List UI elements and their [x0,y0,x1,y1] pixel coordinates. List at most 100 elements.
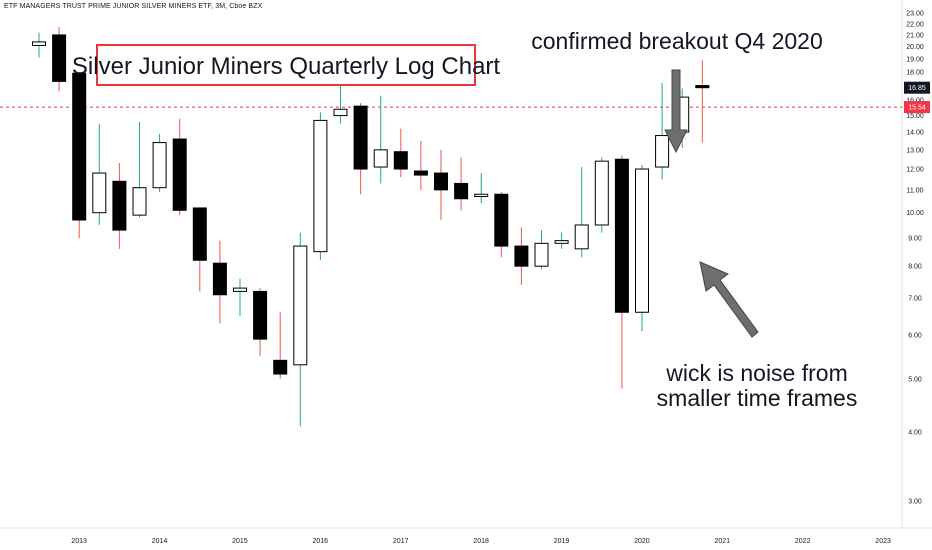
price-axis[interactable]: 3.00 4.00 5.00 6.00 7.00 8.00 9.00 10.00 11.00 12… [906,11,924,506]
candle-body [655,135,670,168]
candle [454,157,469,211]
y-tick-label: 11.00 [907,187,924,194]
wick-annotation-line1: wick is noise from [665,360,847,386]
last-price-tag [904,81,930,94]
candle [474,173,489,204]
candle-body [474,193,489,197]
chart-title: Silver Junior Miners Quarterly Log Chart [72,53,500,80]
y-tick-label: 23.00 [906,11,924,18]
y-tick-label: 5.00 [908,376,922,383]
title-border [96,44,476,86]
candle-body [313,119,328,253]
candle-body [614,158,629,313]
candle-body [494,193,509,247]
reference-price-label: 15.54 [908,105,926,112]
candle [574,167,589,258]
candle-body [212,262,227,296]
candle-body [574,224,589,250]
candle [635,165,649,332]
candle [152,133,167,193]
candle [393,128,408,178]
candle-body [695,85,710,89]
candle [172,118,187,216]
candle [293,232,308,427]
candle-body [152,142,167,189]
candle [695,60,710,143]
x-tick-label: 2016 [313,538,329,545]
y-tick-label: 9.00 [908,235,922,242]
x-tick-label: 2015 [232,538,248,545]
y-tick-label: 18.00 [906,69,924,76]
time-axis[interactable]: 2013 2014 2015 2016 2017 2018 2019 2020 2021 2022… [71,538,891,545]
candle-body [454,182,469,200]
y-tick-label: 3.00 [908,499,922,506]
breakout-annotation: confirmed breakout Q4 2020 [531,28,823,154]
candle [614,155,629,389]
candle [132,122,147,218]
candle-body [413,170,428,176]
chart-title-box: Silver Junior Miners Quarterly Log Chart [72,44,500,86]
chart-header: ETF MANAGERS TRUST PRIME JUNIOR SILVER M… [4,3,263,10]
candle [534,230,549,270]
candle-body [132,187,147,216]
candle [273,312,288,379]
candle-body [594,160,609,226]
candle [554,232,569,249]
candle [192,207,207,292]
y-tick-label: 15.00 [906,113,924,120]
candle [72,72,87,238]
x-tick-label: 2022 [795,538,811,545]
candle-body [253,290,268,340]
y-tick-label: 21.00 [906,32,924,39]
candle [253,288,268,356]
reference-price-tag [904,101,930,114]
candles-group [32,27,710,427]
x-tick-label: 2014 [152,538,168,545]
price-tags: 16.85 15.54 [904,81,930,114]
candle [413,140,428,190]
y-tick-label: 4.00 [908,430,922,437]
candle [434,149,448,221]
candle [514,227,529,285]
candle-body [233,287,247,292]
candle-body [353,105,368,170]
y-tick-label: 13.00 [906,147,924,154]
wick-annotation-line2: smaller time frames [657,385,858,411]
x-tick-label: 2021 [715,538,731,545]
candle-body [534,242,549,267]
candle [373,95,388,184]
candle-body [172,138,187,211]
candle [233,278,247,316]
y-tick-label: 19.00 [906,56,924,63]
candle-body [514,245,529,267]
x-tick-label: 2018 [473,538,489,545]
candle-body [52,34,67,82]
candle-body [373,149,388,168]
candle [313,112,328,261]
candle [52,27,67,92]
candle [594,157,609,233]
candle [655,82,670,180]
candle [112,163,127,249]
x-tick-label: 2023 [875,538,891,545]
candle-body [293,245,308,366]
x-tick-label: 2013 [71,538,87,545]
candle-body [333,108,348,117]
breakout-annotation-text: confirmed breakout Q4 2020 [531,28,823,54]
candle-body [192,207,207,261]
last-price-label: 16.85 [908,85,926,92]
wick-annotation: wick is noise from smaller time frames [657,261,858,411]
candle-body [434,172,448,191]
x-tick-label: 2020 [634,538,650,545]
y-tick-label: 22.00 [906,21,924,28]
y-tick-label: 6.00 [908,333,922,340]
y-tick-label: 20.00 [906,44,924,51]
candle-body [635,168,649,313]
candle-body [112,180,127,231]
y-tick-label: 8.00 [908,264,922,271]
candle-body [273,359,288,375]
candle-body [72,72,87,221]
candle [212,240,227,324]
candle-body [92,172,107,214]
